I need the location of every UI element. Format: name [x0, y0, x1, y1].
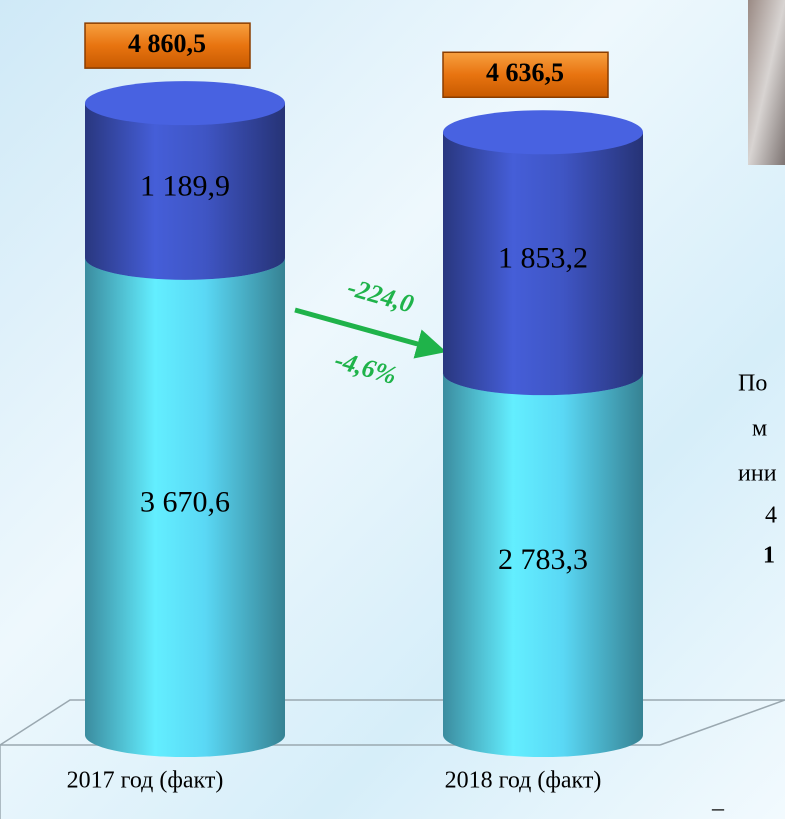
value-label: 1 853,2 — [498, 242, 588, 275]
x-tick-label: 2018 год (факт) — [445, 768, 602, 794]
side-text: 4 — [765, 503, 777, 529]
floor — [0, 699, 785, 819]
change-arrow — [294, 307, 447, 359]
total-box — [442, 51, 609, 99]
cylinder-body — [443, 373, 643, 735]
side-text: м — [752, 416, 767, 442]
photo — [748, 0, 785, 165]
x-tick-label: 2017 год (факт) — [67, 768, 224, 794]
cylinder-top — [443, 110, 643, 155]
cylinder-body — [443, 132, 643, 374]
total-box — [84, 22, 251, 69]
cylinder-top — [85, 81, 285, 126]
side-text: – — [711, 796, 725, 819]
bar-segment — [85, 81, 285, 280]
side-text: 1 — [763, 543, 775, 569]
side-text: ини — [738, 461, 777, 487]
bar-segment — [443, 110, 643, 396]
side-text: По — [738, 371, 767, 397]
cylinder-body — [85, 257, 285, 735]
cylinder-body — [85, 103, 285, 258]
total-label: 4 636,5 — [486, 58, 564, 87]
value-label: 3 670,6 — [140, 485, 230, 518]
value-label: 1 189,9 — [140, 169, 230, 202]
total-label: 4 860,5 — [128, 29, 206, 58]
value-label: 2 783,3 — [498, 543, 588, 576]
